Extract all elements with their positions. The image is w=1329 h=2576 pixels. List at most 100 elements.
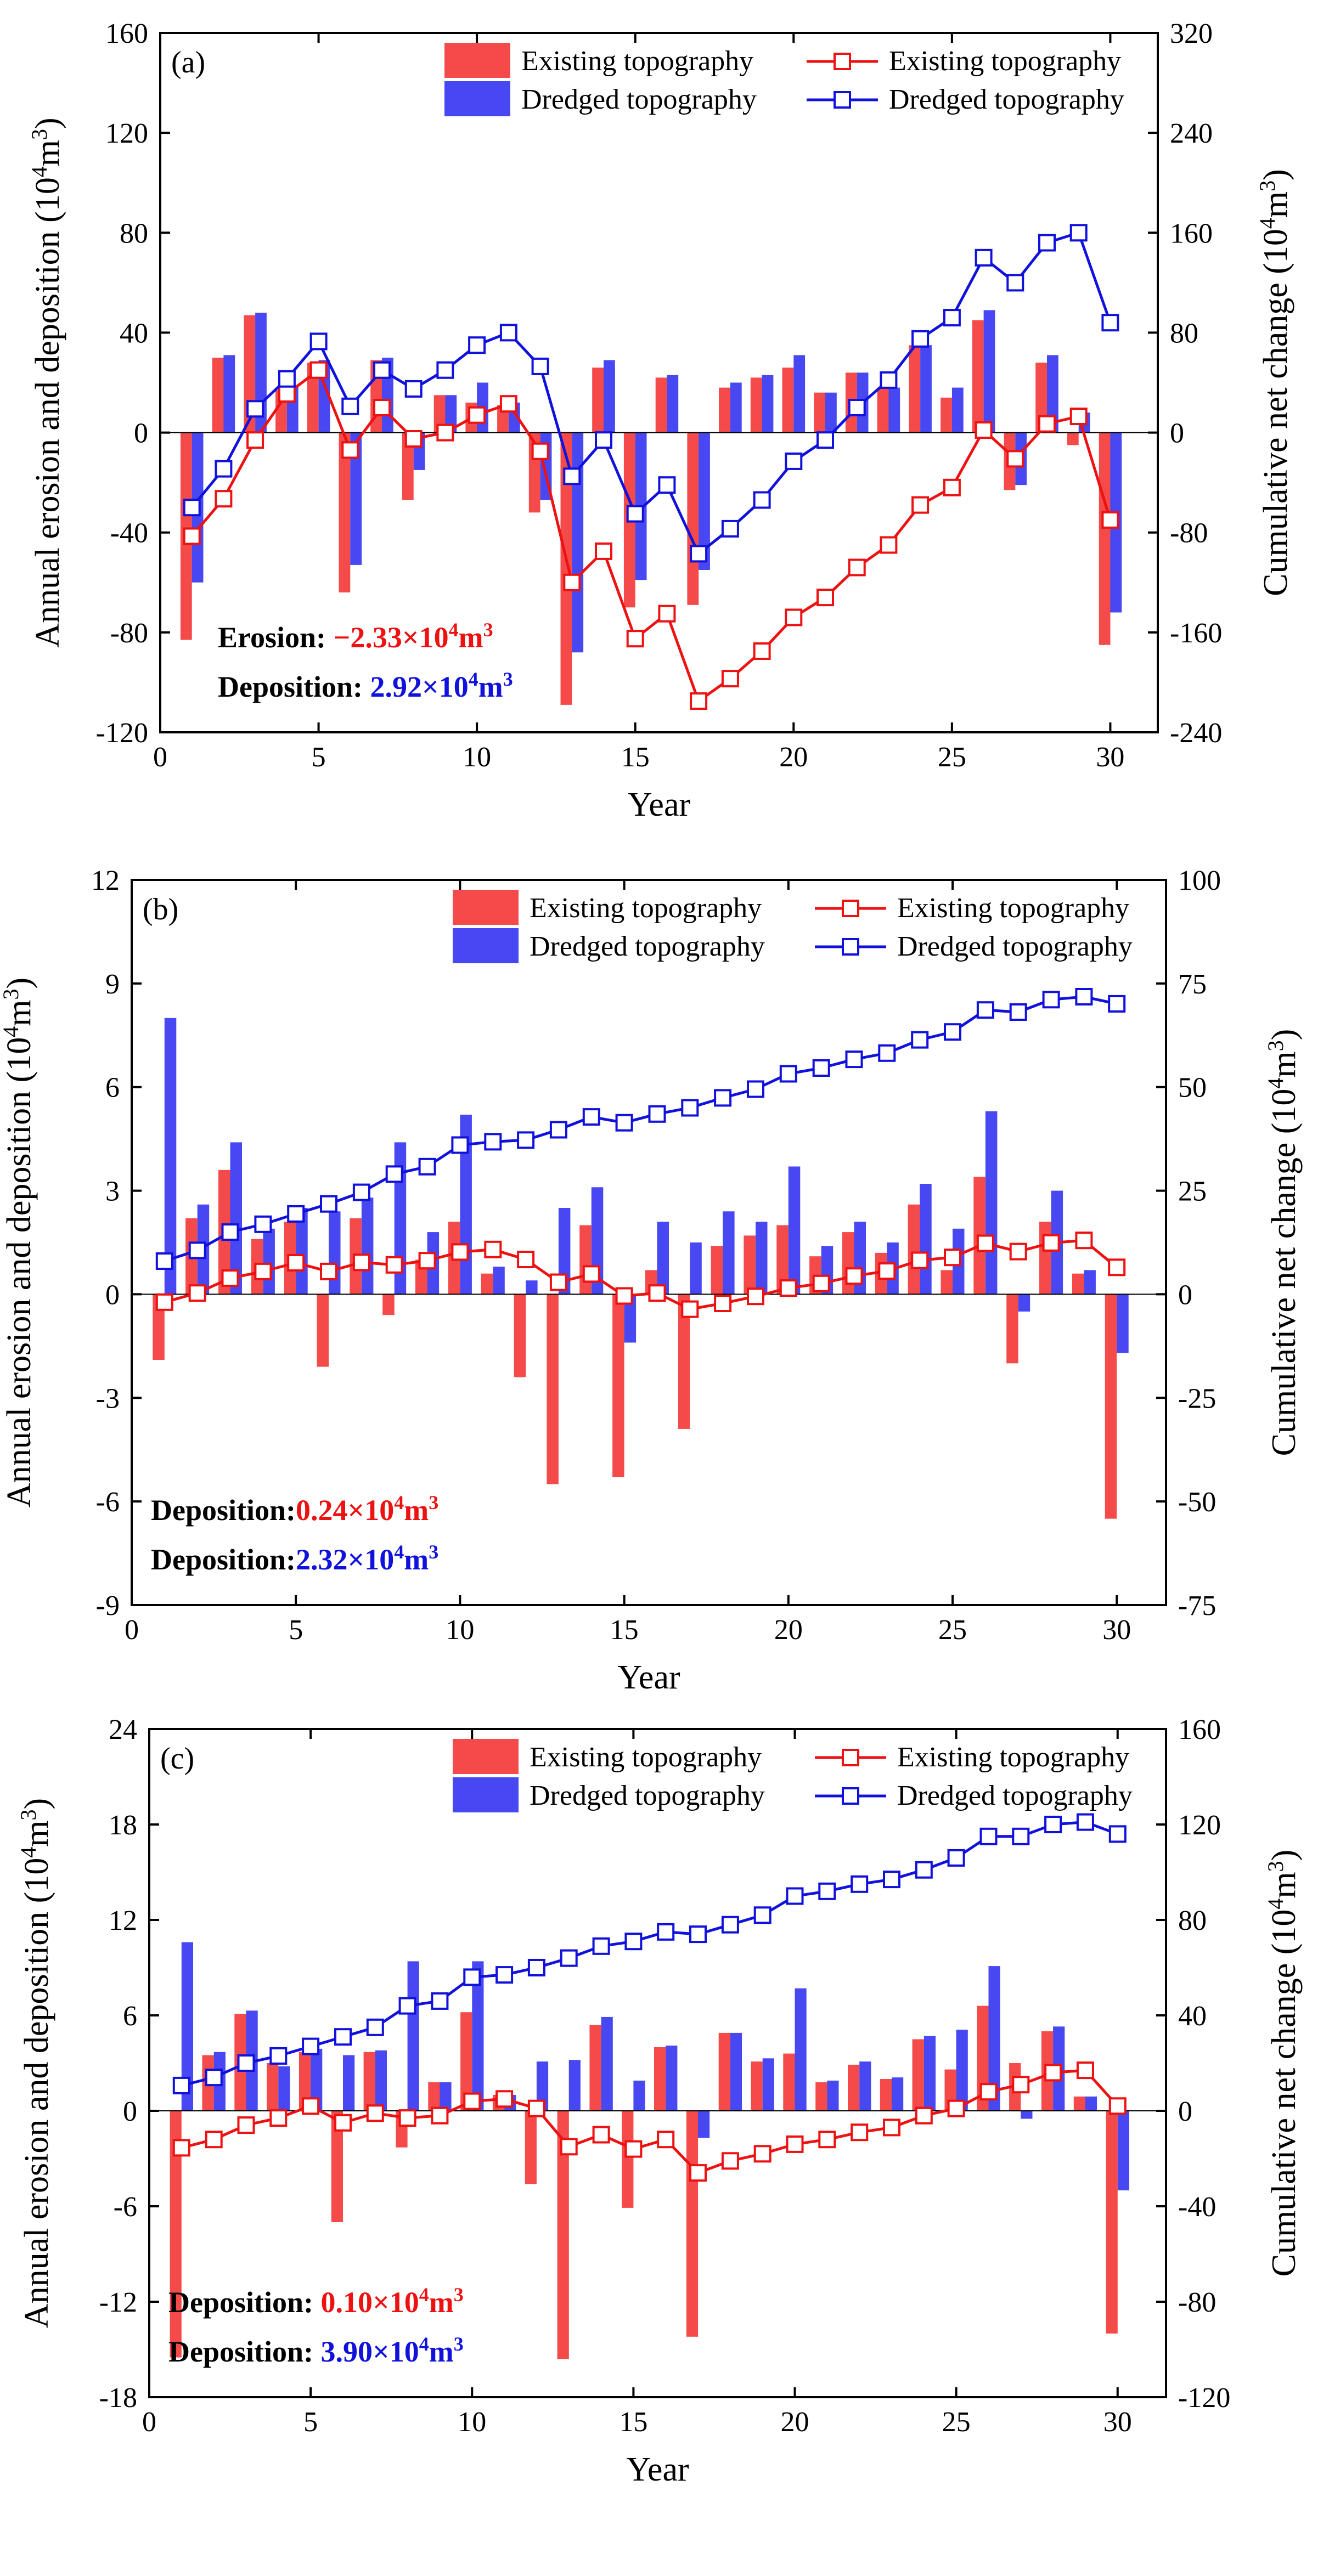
y-left-tick-label: -6 (96, 1487, 120, 1518)
bar-dredged (350, 432, 362, 565)
marker-dredged (1069, 224, 1088, 242)
y-left-tick-label: -40 (110, 518, 148, 549)
marker-dredged (463, 1968, 481, 1986)
x-tick-label: 15 (621, 742, 650, 773)
bar-existing (547, 1294, 559, 1484)
bar-existing (267, 2063, 279, 2111)
marker-dredged (495, 1966, 514, 1984)
marker-dredged (648, 1105, 666, 1123)
legend-swatch-bar-existing (444, 43, 510, 78)
bar-existing (848, 2064, 860, 2111)
marker-existing (979, 2083, 998, 2101)
y-left-axis-title: Annual erosion and deposition (104m3) (0, 978, 38, 1507)
marker-dredged (320, 1195, 337, 1213)
marker-dredged (517, 1131, 535, 1149)
x-tick-label: 20 (774, 1614, 803, 1646)
bar-dredged (825, 392, 837, 433)
marker-dredged (1076, 1813, 1094, 1831)
y-left-tick-label: 0 (123, 2096, 137, 2127)
marker-existing (689, 2164, 707, 2182)
x-axis-title: Year (617, 1659, 680, 1696)
bar-dredged (536, 2061, 549, 2111)
y-left-title-sup: 4 (27, 166, 52, 177)
bar-existing (941, 1270, 953, 1295)
marker-existing (215, 490, 233, 508)
marker-dredged (658, 476, 676, 494)
marker-existing (812, 1274, 830, 1292)
marker-existing (624, 2140, 643, 2158)
marker-dredged (385, 1165, 403, 1183)
bar-dredged (230, 1142, 242, 1295)
marker-existing (721, 2152, 739, 2170)
y-left-title-unit: m (29, 140, 66, 166)
marker-existing (848, 558, 866, 577)
y-right-title-text: Cumulative net change (10 (1265, 1089, 1303, 1456)
bar-dredged (988, 1966, 1000, 2111)
marker-dredged (468, 336, 486, 354)
marker-dredged (531, 357, 549, 375)
marker-dredged (431, 1992, 449, 2010)
marker-dredged (309, 332, 328, 351)
marker-dredged (366, 2018, 384, 2036)
y-right-tick-label: 120 (1178, 1810, 1221, 1841)
bar-dredged (667, 375, 679, 433)
bar-dredged (407, 1961, 419, 2111)
bar-existing (1105, 1294, 1117, 1519)
marker-dredged (878, 1044, 896, 1062)
marker-dredged (221, 1223, 239, 1241)
annotation-dredged: Deposition: 2.92×104m3 (218, 668, 513, 703)
marker-dredged (215, 460, 233, 478)
marker-dredged (911, 1031, 929, 1049)
marker-dredged (947, 1849, 965, 1867)
bar-existing (560, 432, 572, 705)
y-right-title-close: ) (1257, 169, 1294, 180)
marker-dredged (880, 371, 898, 389)
marker-existing (944, 1249, 961, 1267)
marker-dredged (624, 1933, 643, 1951)
x-tick-label: 10 (458, 2406, 486, 2438)
marker-existing (779, 1279, 797, 1297)
marker-dredged (183, 499, 201, 517)
marker-existing (1042, 1234, 1060, 1252)
marker-existing (1075, 1231, 1093, 1250)
x-tick-label: 25 (942, 2406, 971, 2438)
x-tick-label: 20 (779, 742, 808, 773)
marker-existing (1009, 1242, 1027, 1261)
marker-dredged (527, 1959, 545, 1976)
y-right-tick-label: 160 (1170, 218, 1213, 249)
marker-existing (563, 573, 581, 591)
annotation-value: 3.90×10 (321, 2335, 419, 2368)
legend: Existing topography Dredged topography Exi… (453, 890, 1133, 963)
annotation-sup: 4 (469, 668, 478, 690)
bar-dredged (375, 2050, 387, 2111)
y-right-tick-label: -240 (1170, 718, 1222, 749)
bar-dredged (445, 395, 457, 433)
marker-existing (582, 1265, 600, 1283)
x-tick-label: 20 (781, 2406, 809, 2438)
bar-dredged (440, 2082, 452, 2111)
y-right-tick-label: -50 (1178, 1487, 1216, 1518)
x-tick-label: 10 (446, 1614, 474, 1646)
y-right-title-sup: 4 (1263, 1899, 1288, 1910)
bar-existing (331, 2111, 343, 2222)
marker-existing (911, 1251, 929, 1269)
plot-frame (148, 1728, 1167, 2398)
panel-label: (c) (160, 1742, 194, 1776)
annotation-label: Deposition: (168, 2335, 321, 2368)
marker-existing (816, 589, 834, 607)
marker-existing (975, 421, 993, 439)
legend-swatch-bar-existing (453, 890, 519, 925)
y-right-tick-label: -120 (1178, 2382, 1230, 2414)
y-right-title-text: Cumulative net change (10 (1265, 1910, 1303, 2277)
marker-dredged (499, 324, 517, 342)
bar-dredged (923, 2036, 936, 2111)
legend-marker-existing (834, 53, 851, 70)
bar-existing (782, 368, 794, 433)
annotation-label: Deposition: (151, 1543, 296, 1576)
panel-a: 0 5 10 15 20 25 30-120-80-4004080120160-240-16… (27, 18, 1295, 823)
x-tick-label: 0 (142, 2406, 156, 2438)
x-axis-title: Year (628, 786, 691, 823)
legend-label-bar-dredged: Dredged topography (521, 84, 757, 115)
marker-existing (714, 1295, 732, 1312)
bar-existing (842, 1232, 854, 1295)
